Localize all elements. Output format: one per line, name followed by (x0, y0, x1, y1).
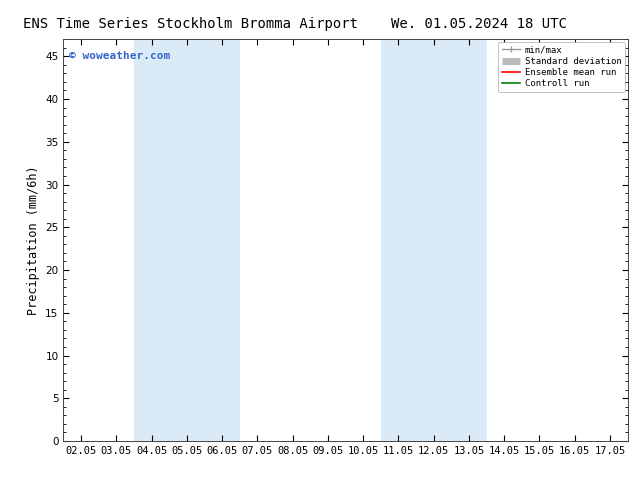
Y-axis label: Precipitation (mm/6h): Precipitation (mm/6h) (27, 165, 40, 315)
Text: ENS Time Series Stockholm Bromma Airport: ENS Time Series Stockholm Bromma Airport (23, 17, 358, 31)
Bar (381, 39, 487, 441)
Text: © woweather.com: © woweather.com (69, 51, 171, 61)
Text: We. 01.05.2024 18 UTC: We. 01.05.2024 18 UTC (391, 17, 567, 31)
Legend: min/max, Standard deviation, Ensemble mean run, Controll run: min/max, Standard deviation, Ensemble me… (498, 42, 625, 92)
Bar (134, 39, 240, 441)
